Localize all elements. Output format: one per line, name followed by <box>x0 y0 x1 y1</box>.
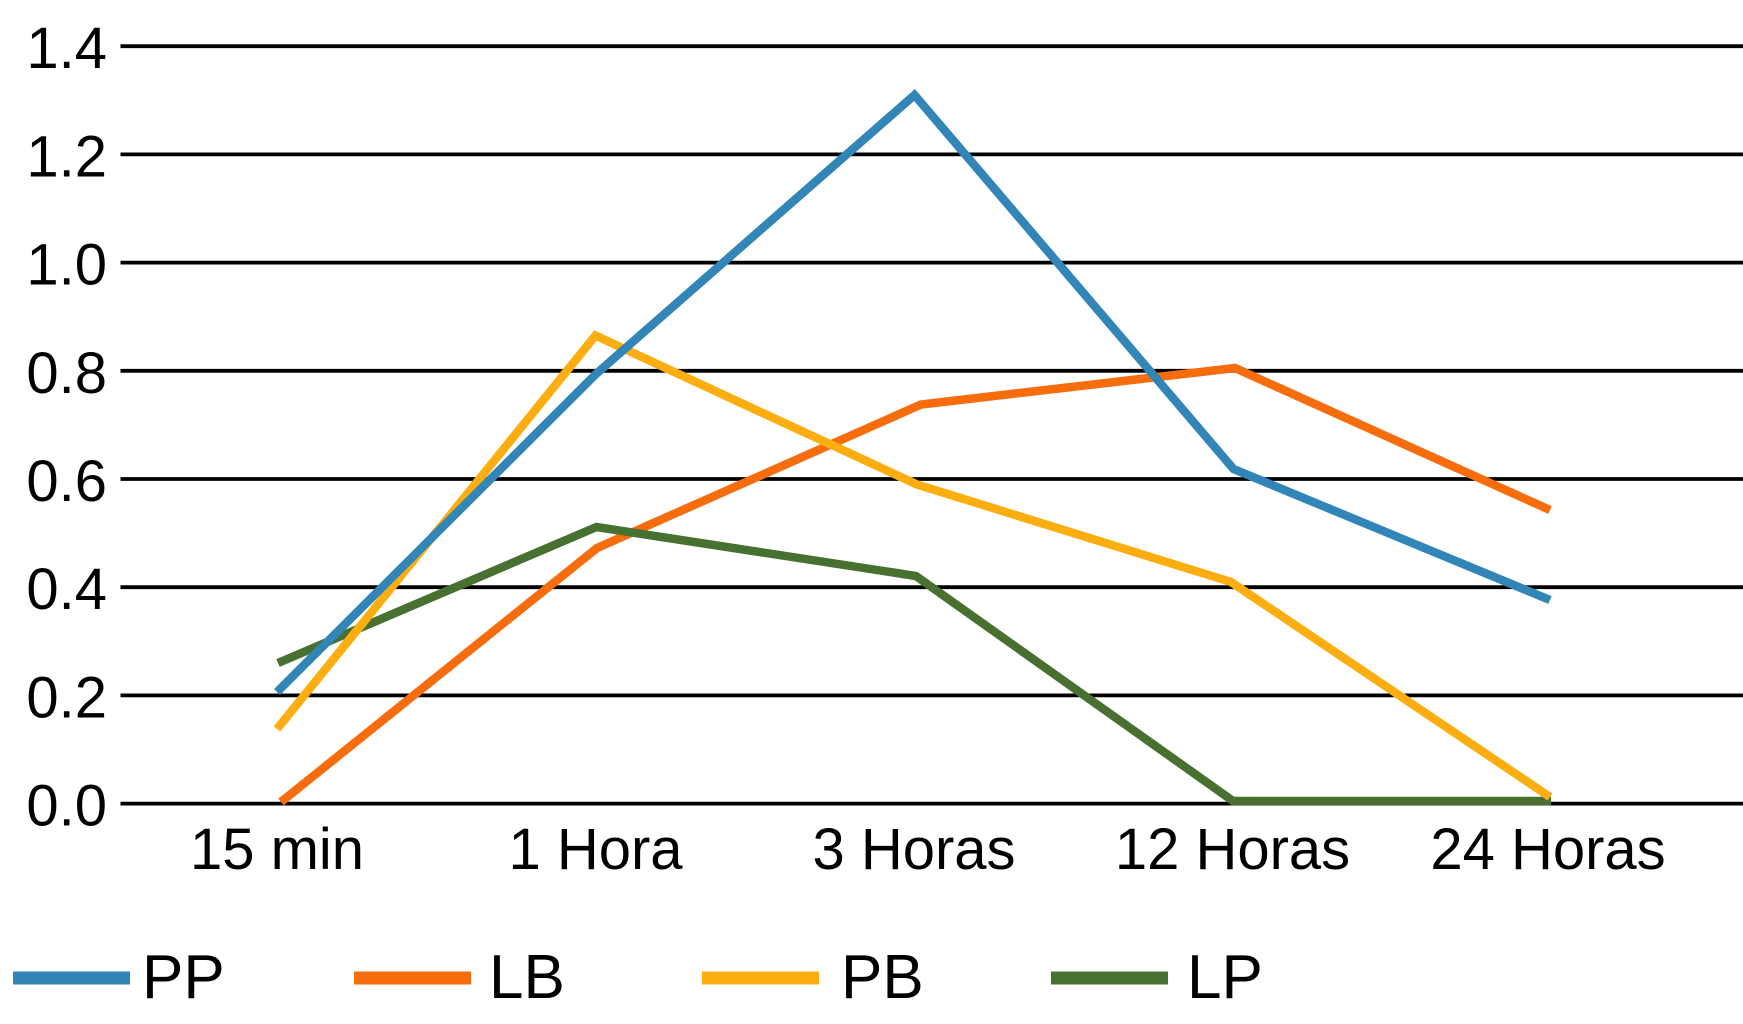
svg-text:1.4: 1.4 <box>26 16 107 81</box>
svg-text:12 Horas: 12 Horas <box>1115 817 1350 882</box>
svg-text:LB: LB <box>489 943 565 1012</box>
svg-text:0.8: 0.8 <box>26 341 107 406</box>
svg-text:1.0: 1.0 <box>26 233 107 298</box>
svg-text:PB: PB <box>841 943 924 1012</box>
svg-text:0.6: 0.6 <box>26 449 107 514</box>
svg-text:15 min: 15 min <box>190 817 364 882</box>
svg-text:0.2: 0.2 <box>26 665 107 730</box>
svg-text:1.2: 1.2 <box>26 124 107 189</box>
svg-text:LP: LP <box>1187 943 1263 1012</box>
svg-text:1 Hora: 1 Hora <box>508 817 683 882</box>
svg-text:PP: PP <box>142 943 225 1012</box>
svg-text:0.4: 0.4 <box>26 557 107 622</box>
svg-text:3 Horas: 3 Horas <box>812 817 1015 882</box>
svg-text:0.0: 0.0 <box>26 774 107 839</box>
svg-text:24 Horas: 24 Horas <box>1430 817 1665 882</box>
